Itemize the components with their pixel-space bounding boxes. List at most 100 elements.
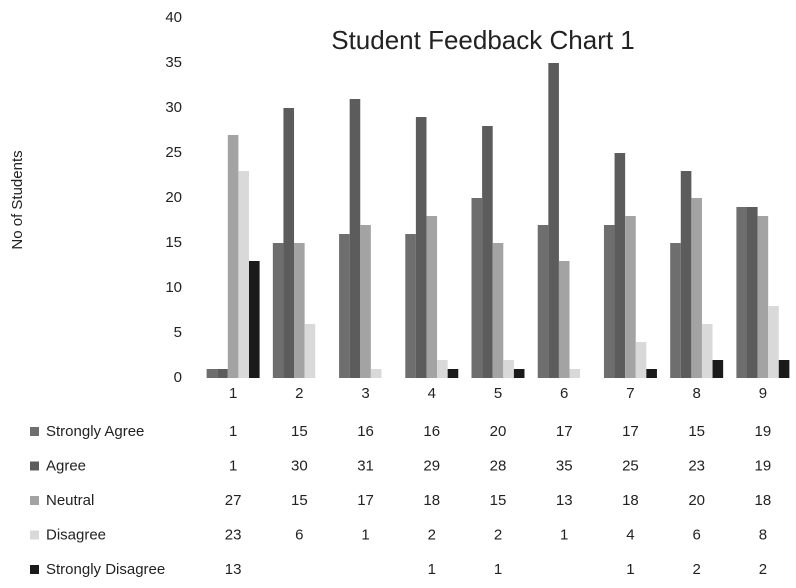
bar <box>238 171 250 378</box>
table-cell: 2 <box>494 526 502 543</box>
legend-swatch <box>30 427 39 436</box>
bar <box>614 153 626 378</box>
bar <box>712 360 724 378</box>
bar <box>603 225 615 378</box>
y-tick-label: 20 <box>165 189 182 206</box>
x-tick-label: 6 <box>560 385 568 402</box>
table-cell: 31 <box>357 457 374 474</box>
y-axis-label: No of Students <box>9 150 26 249</box>
y-tick-label: 40 <box>165 9 182 26</box>
table-cell: 17 <box>622 423 639 440</box>
table-cell: 16 <box>423 423 440 440</box>
bar <box>339 234 350 378</box>
bar <box>548 63 559 378</box>
table-cell: 16 <box>357 423 374 440</box>
table-cell: 6 <box>295 526 303 543</box>
y-tick-label: 0 <box>174 369 182 386</box>
legend-swatch <box>30 565 39 574</box>
x-tick-label: 2 <box>295 385 303 402</box>
bar <box>249 261 260 378</box>
table-cell: 15 <box>490 492 507 509</box>
bar <box>272 243 284 378</box>
x-tick-label: 7 <box>626 385 634 402</box>
table-cell: 25 <box>622 457 639 474</box>
x-tick-label: 9 <box>759 385 767 402</box>
bar <box>513 369 525 378</box>
bar <box>558 261 570 378</box>
bar <box>757 216 769 378</box>
table-cell: 4 <box>626 526 634 543</box>
table-cell: 29 <box>423 457 440 474</box>
bar <box>304 324 316 378</box>
x-tick-label: 3 <box>361 385 369 402</box>
bar <box>778 360 790 378</box>
table-cell: 35 <box>556 457 573 474</box>
table-cell: 1 <box>494 561 502 578</box>
table-cell: 15 <box>291 423 308 440</box>
bar <box>283 108 295 378</box>
bar <box>646 369 657 378</box>
legend-swatch <box>30 530 39 540</box>
table-cell: 2 <box>428 526 436 543</box>
bar <box>746 207 758 378</box>
table-cell: 20 <box>490 423 507 440</box>
x-tick-label: 5 <box>494 385 502 402</box>
bar <box>370 369 382 378</box>
y-tick-label: 15 <box>165 234 182 251</box>
bar <box>471 198 483 378</box>
table-cell: 1 <box>229 423 237 440</box>
table-cell: 15 <box>291 492 308 509</box>
table-cell: 30 <box>291 457 308 474</box>
table-cell: 8 <box>759 526 767 543</box>
table-cell: 23 <box>688 457 705 474</box>
chart-title: Student Feedback Chart 1 <box>331 25 635 55</box>
table-cell: 13 <box>225 561 242 578</box>
legend-swatch <box>30 461 39 471</box>
table-cell: 19 <box>755 457 772 474</box>
table-cell: 18 <box>423 492 440 509</box>
table-cell: 1 <box>361 526 369 543</box>
y-tick-label: 30 <box>165 99 182 116</box>
bar <box>537 225 549 378</box>
table-cell: 2 <box>759 561 767 578</box>
legend-label: Disagree <box>46 526 106 543</box>
table-cell: 1 <box>428 561 436 578</box>
bar <box>482 126 493 378</box>
legend-label: Agree <box>46 457 86 474</box>
x-tick-label: 4 <box>428 385 436 402</box>
bar <box>294 243 305 378</box>
x-tick-label: 8 <box>692 385 700 402</box>
bar <box>415 117 427 378</box>
table-cell: 17 <box>556 423 573 440</box>
bar <box>635 342 647 378</box>
table-cell: 1 <box>626 561 634 578</box>
bar <box>360 225 371 378</box>
table-cell: 19 <box>755 423 772 440</box>
legend-swatch <box>30 496 39 505</box>
table-cell: 1 <box>560 526 568 543</box>
table-cell: 17 <box>357 492 374 509</box>
bar <box>691 198 702 378</box>
bar <box>680 171 692 378</box>
bar <box>405 234 416 378</box>
legend-label: Neutral <box>46 492 94 509</box>
y-tick-label: 10 <box>165 279 182 296</box>
table-cell: 2 <box>692 561 700 578</box>
y-tick-label: 35 <box>165 54 182 71</box>
table-cell: 13 <box>556 492 573 509</box>
table-cell: 1 <box>229 457 237 474</box>
x-tick-label: 1 <box>229 385 237 402</box>
bar <box>426 216 438 378</box>
bar <box>569 369 581 378</box>
legend-label: Strongly Disagree <box>46 561 165 578</box>
y-tick-label: 25 <box>165 144 182 161</box>
y-tick-label: 5 <box>174 324 182 341</box>
legend-label: Strongly Agree <box>46 423 144 440</box>
table-cell: 20 <box>688 492 705 509</box>
bar <box>503 360 514 378</box>
bar <box>768 306 779 378</box>
bar <box>349 99 361 378</box>
table-cell: 28 <box>490 457 507 474</box>
table-cell: 18 <box>755 492 772 509</box>
